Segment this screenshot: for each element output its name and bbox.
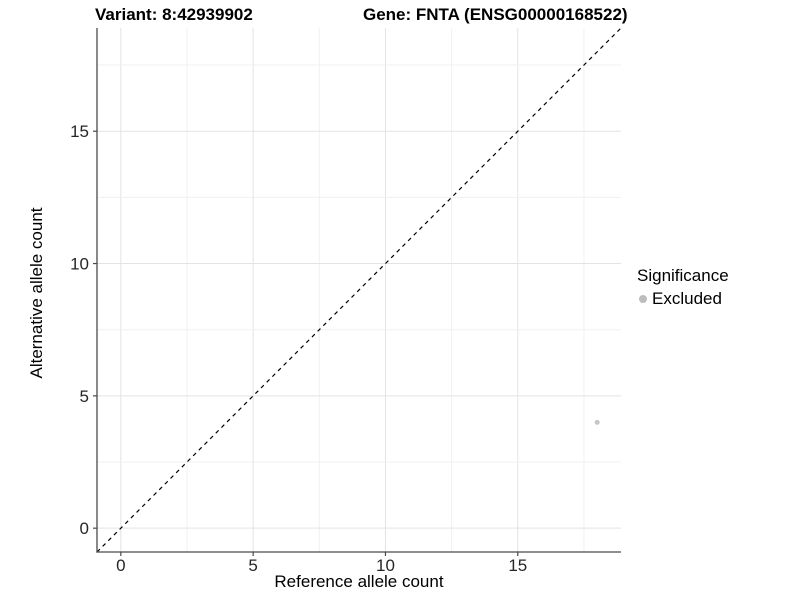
gene-title: Gene: FNTA (ENSG00000168522) [363, 5, 628, 24]
y-tick-label: 0 [80, 519, 89, 538]
data-point [594, 419, 600, 425]
x-tick-label: 10 [376, 556, 395, 575]
legend-title: Significance [637, 266, 729, 285]
identity-dashed-line [96, 27, 622, 553]
legend: Significance Excluded [635, 266, 729, 309]
x-tick-label: 15 [508, 556, 527, 575]
y-tick-label: 15 [70, 122, 89, 141]
y-tick-label: 5 [80, 387, 89, 406]
x-tick-label: 5 [248, 556, 257, 575]
y-axis-title: Alternative allele count [27, 207, 46, 379]
y-tick-label: 10 [70, 255, 89, 274]
x-tick-label: 0 [116, 556, 125, 575]
legend-item-excluded: Excluded [635, 289, 729, 309]
x-axis-title: Reference allele count [274, 572, 444, 591]
variant-title: Variant: 8:42939902 [95, 5, 253, 24]
excluded-point-icon [639, 295, 647, 303]
legend-item-label: Excluded [652, 289, 722, 308]
